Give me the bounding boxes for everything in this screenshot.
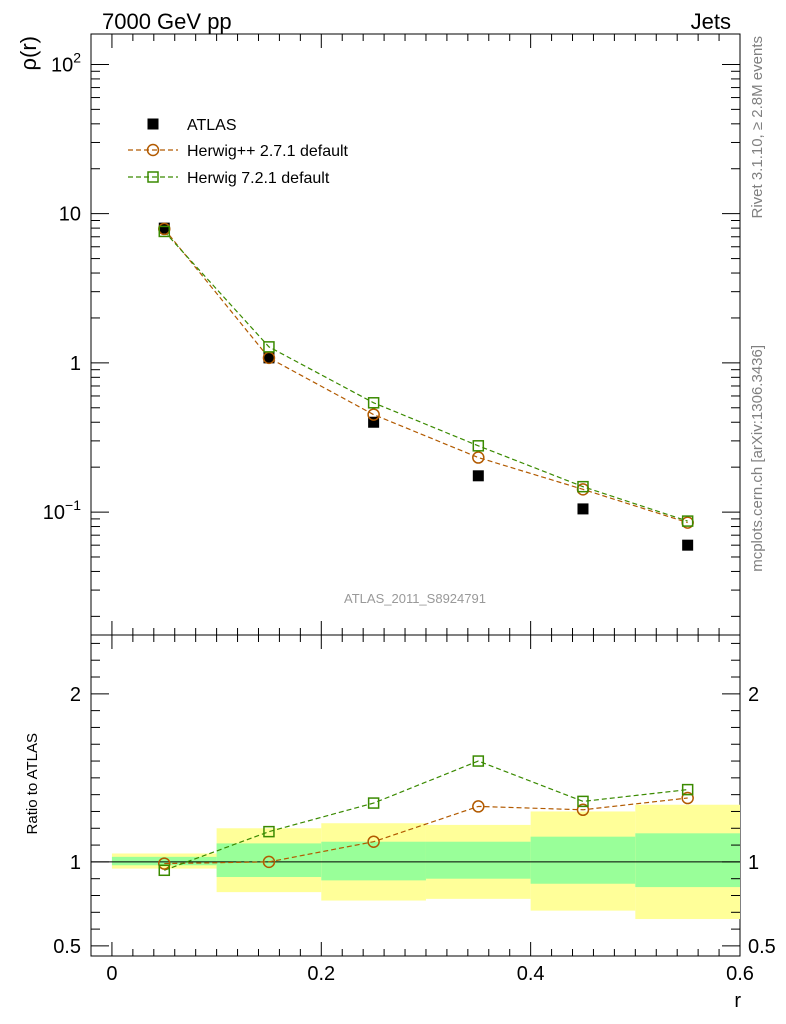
legend-label-1: Herwig++ 2.7.1 default <box>187 143 349 160</box>
ratio-point-s0-0 <box>158 857 171 870</box>
side-note-source: mcplots.cern.ch [arXiv:1306.3436] <box>749 345 766 572</box>
ratio-point-s0-3 <box>472 800 485 813</box>
ratio-point-s0-5 <box>681 791 694 805</box>
legend-marker-2 <box>147 171 159 183</box>
right-title: Jets <box>691 9 731 34</box>
main-point-s2-3 <box>472 440 485 452</box>
x-ticks: 0 0.2 0.4 0.6 <box>106 34 754 985</box>
x-tick-label: 0.6 <box>726 963 754 985</box>
main-point-s0-0 <box>158 222 170 234</box>
ratio-y-tick-label-left: 0.5 <box>53 936 81 958</box>
left-title: 7000 GeV pp <box>102 9 232 34</box>
x-tick-label: 0 <box>106 963 117 985</box>
legend-label-0: ATLAS <box>187 117 237 134</box>
main-series-line-1 <box>163 228 688 524</box>
main-point-s1-3 <box>472 451 485 464</box>
side-note-events: Rivet 3.1.10, ≥ 2.8M events <box>749 36 766 219</box>
ratio-point-s0-1 <box>262 855 276 869</box>
main-y-tick-label: 102 <box>51 49 81 76</box>
main-point-s2-5 <box>681 515 694 527</box>
x-axis-title: r <box>734 990 741 1012</box>
inner-band-5 <box>635 833 740 888</box>
main-point-s0-2 <box>368 416 380 428</box>
ratio-series <box>158 755 694 877</box>
ratio-panel-frame <box>90 634 741 957</box>
main-y-tick-label: 1 <box>70 353 81 375</box>
legend-marker-0 <box>147 118 159 130</box>
main-y-tick-label: 10−1 <box>43 497 81 524</box>
legend: ATLAS Herwig++ 2.7.1 default Herwig 7.2.1 … <box>128 117 349 187</box>
analysis-id: ATLAS_2011_S8924791 <box>344 591 486 606</box>
inner-band-0 <box>111 856 217 866</box>
ratio-series-line-1 <box>164 760 688 871</box>
ratio-y-tick-label-left: 2 <box>70 684 81 706</box>
ratio-point-s1-4 <box>577 795 589 808</box>
inner-band-4 <box>530 836 636 884</box>
main-point-s2-1 <box>263 341 275 353</box>
main-point-s2-2 <box>367 397 380 409</box>
main-point-s2-4 <box>577 480 589 493</box>
legend-label-2: Herwig 7.2.1 default <box>187 170 330 187</box>
main-y-ticks: 102 10 1 10−1 <box>43 49 740 617</box>
main-series-line-2 <box>163 231 688 522</box>
ratio-y-tick-label-right: 2 <box>748 684 759 706</box>
ratio-y-tick-label-right: 1 <box>748 852 759 874</box>
ratio-series-line-0 <box>164 797 688 865</box>
ratio-y-tick-label-left: 1 <box>70 852 81 874</box>
main-series <box>158 222 694 551</box>
main-point-s0-5 <box>682 539 694 551</box>
ratio-point-s1-3 <box>472 755 485 767</box>
ratio-point-s0-2 <box>367 835 380 848</box>
main-point-s0-3 <box>472 470 484 482</box>
ratio-point-s1-5 <box>681 783 694 796</box>
ratio-y-tick-label-right: 0.5 <box>748 936 776 958</box>
main-point-s0-1 <box>263 352 275 364</box>
inner-band-1 <box>216 843 322 878</box>
main-y-axis-title: ρ(r) <box>16 36 41 71</box>
main-point-s2-0 <box>158 225 171 238</box>
ratio-point-s1-2 <box>367 797 380 809</box>
legend-marker-1 <box>146 143 160 157</box>
x-tick-label: 0.4 <box>517 963 545 985</box>
ratio-y-axis-title: Ratio to ATLAS <box>24 733 41 834</box>
inner-band-3 <box>425 841 531 879</box>
ratio-point-s1-0 <box>158 864 171 877</box>
inner-band-2 <box>321 841 426 881</box>
ratio-point-s1-1 <box>263 825 275 838</box>
main-point-s1-2 <box>367 408 380 421</box>
x-tick-label: 0.2 <box>307 963 335 985</box>
ratio-y-ticks: 0.5 0.5 1 1 2 2 <box>53 642 776 958</box>
main-y-tick-label: 10 <box>59 204 81 226</box>
main-point-s0-4 <box>577 503 589 515</box>
ratio-point-s0-4 <box>576 803 590 817</box>
